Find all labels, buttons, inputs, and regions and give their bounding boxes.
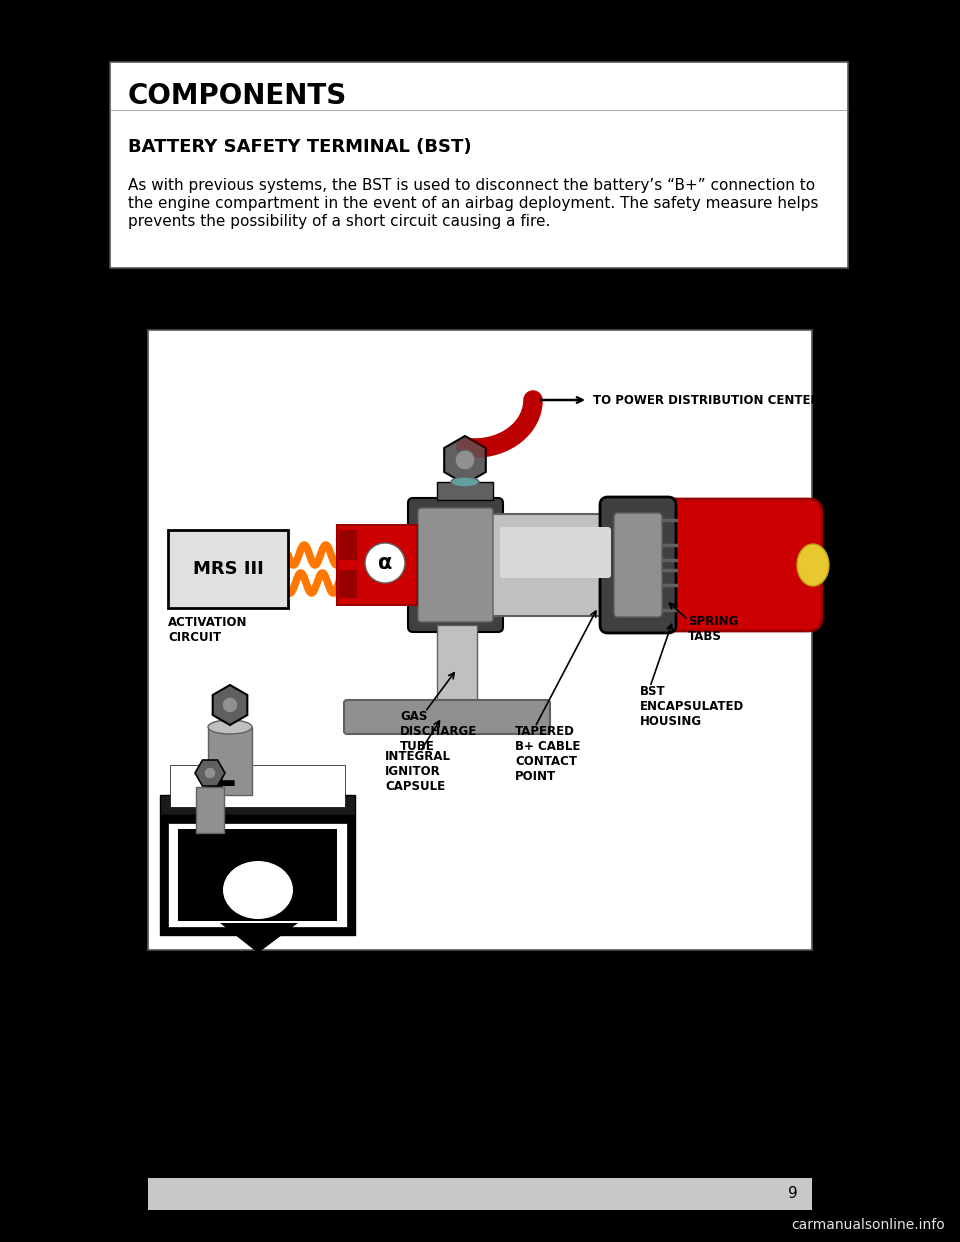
Polygon shape <box>220 923 298 953</box>
Ellipse shape <box>797 544 829 586</box>
Text: +: + <box>201 764 240 809</box>
Bar <box>339 570 357 597</box>
FancyBboxPatch shape <box>344 700 550 734</box>
Bar <box>178 828 337 922</box>
Text: α: α <box>378 553 393 573</box>
Bar <box>208 727 252 795</box>
Bar <box>170 765 345 807</box>
Text: SPRING
TABS: SPRING TABS <box>688 615 738 643</box>
Text: ACTIVATION
CIRCUIT: ACTIVATION CIRCUIT <box>168 616 248 645</box>
Bar <box>148 1177 812 1210</box>
FancyBboxPatch shape <box>487 514 624 616</box>
Text: MRS III: MRS III <box>193 560 263 578</box>
Bar <box>148 330 812 950</box>
Bar <box>196 787 224 833</box>
Polygon shape <box>444 436 486 484</box>
Text: INTEGRAL
IGNITOR
CAPSULE: INTEGRAL IGNITOR CAPSULE <box>385 750 451 792</box>
Text: TO B+, STARTER
AND GENERATOR: TO B+, STARTER AND GENERATOR <box>828 501 942 528</box>
FancyBboxPatch shape <box>418 508 493 622</box>
Text: COMPONENTS: COMPONENTS <box>128 82 348 111</box>
Text: 9: 9 <box>788 1186 798 1201</box>
Bar <box>110 62 848 268</box>
FancyBboxPatch shape <box>600 497 676 633</box>
Text: prevents the possibility of a short circuit causing a fire.: prevents the possibility of a short circ… <box>128 214 550 229</box>
Circle shape <box>222 697 238 713</box>
Circle shape <box>365 543 405 582</box>
Bar <box>337 525 417 605</box>
Bar <box>168 530 288 609</box>
Text: BATTERY SAFETY TERMINAL (BST): BATTERY SAFETY TERMINAL (BST) <box>128 138 471 156</box>
Bar <box>160 795 355 815</box>
Bar <box>160 815 355 935</box>
Polygon shape <box>213 686 248 725</box>
FancyBboxPatch shape <box>500 527 611 578</box>
Polygon shape <box>195 760 225 786</box>
Bar <box>339 530 357 560</box>
Text: GAS
DISCHARGE
TUBE: GAS DISCHARGE TUBE <box>400 710 477 753</box>
Text: carmanualsonline.info: carmanualsonline.info <box>791 1218 945 1232</box>
Circle shape <box>455 450 475 469</box>
FancyBboxPatch shape <box>614 513 662 617</box>
Text: the engine compartment in the event of an airbag deployment. The safety measure : the engine compartment in the event of a… <box>128 196 819 211</box>
Ellipse shape <box>208 720 252 734</box>
Circle shape <box>204 768 216 779</box>
Bar <box>437 482 493 501</box>
Ellipse shape <box>451 477 479 487</box>
Bar <box>168 823 347 927</box>
Text: TO POWER DISTRIBUTION CENTERS: TO POWER DISTRIBUTION CENTERS <box>593 394 828 406</box>
Text: BST
ENCAPSULATED
HOUSING: BST ENCAPSULATED HOUSING <box>640 686 744 728</box>
Text: TAPERED
B+ CABLE
CONTACT
POINT: TAPERED B+ CABLE CONTACT POINT <box>515 725 581 782</box>
FancyBboxPatch shape <box>408 498 503 632</box>
Ellipse shape <box>223 861 293 919</box>
Text: As with previous systems, the BST is used to disconnect the battery’s “B+” conne: As with previous systems, the BST is use… <box>128 178 815 193</box>
Bar <box>437 625 477 713</box>
FancyBboxPatch shape <box>649 499 822 631</box>
